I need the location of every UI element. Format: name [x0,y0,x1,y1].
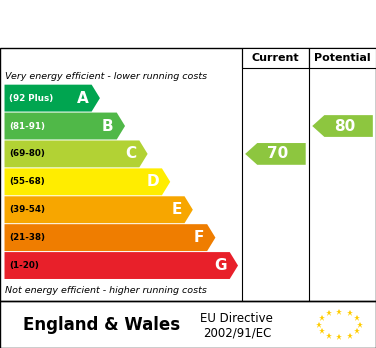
Text: E: E [171,202,182,217]
Bar [242,48,309,69]
Text: B: B [102,119,114,134]
Text: (21-38): (21-38) [9,233,45,242]
Text: (69-80): (69-80) [9,149,45,158]
Polygon shape [5,196,193,223]
Text: (55-68): (55-68) [9,177,45,186]
Text: (92 Plus): (92 Plus) [9,94,53,103]
Bar [309,48,376,69]
Polygon shape [5,112,125,140]
Polygon shape [5,252,238,279]
Polygon shape [5,168,170,195]
Polygon shape [5,85,100,112]
Text: C: C [125,147,136,161]
Polygon shape [312,115,373,137]
Text: Potential: Potential [314,53,371,63]
Text: England & Wales: England & Wales [23,316,180,333]
Text: 80: 80 [334,119,355,134]
Polygon shape [5,141,148,167]
Text: (1-20): (1-20) [9,261,39,270]
Text: Energy Efficiency Rating: Energy Efficiency Rating [11,14,270,33]
Text: F: F [194,230,204,245]
Text: A: A [77,90,89,105]
Text: 70: 70 [267,147,288,161]
Text: EU Directive: EU Directive [200,313,273,325]
Text: (39-54): (39-54) [9,205,45,214]
Text: Very energy efficient - lower running costs: Very energy efficient - lower running co… [5,72,207,81]
Text: (81-91): (81-91) [9,121,45,130]
Text: G: G [214,258,227,273]
Polygon shape [245,143,306,165]
Text: 2002/91/EC: 2002/91/EC [203,326,271,339]
Text: Not energy efficient - higher running costs: Not energy efficient - higher running co… [5,286,206,295]
Text: D: D [146,174,159,189]
Text: Current: Current [252,53,299,63]
Polygon shape [5,224,215,251]
